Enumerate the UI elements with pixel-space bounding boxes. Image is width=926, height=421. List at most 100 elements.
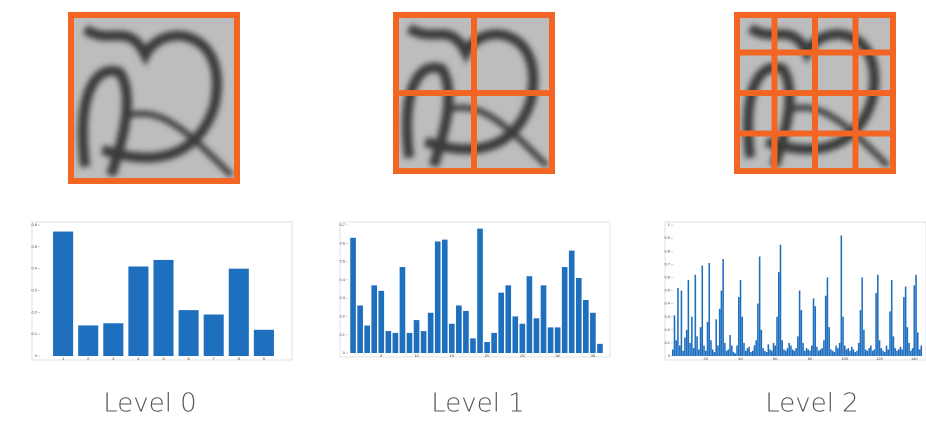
bar xyxy=(811,346,813,356)
bar xyxy=(754,346,756,356)
y-tick-label: 0.5 xyxy=(339,259,345,264)
bar xyxy=(103,323,123,356)
bar xyxy=(780,245,782,356)
bar xyxy=(689,343,691,356)
bar xyxy=(590,313,596,353)
bar xyxy=(844,346,846,356)
bar xyxy=(707,322,709,356)
bar xyxy=(672,349,674,356)
bar xyxy=(721,291,723,357)
bar xyxy=(856,351,858,356)
bar xyxy=(778,272,780,356)
bar xyxy=(863,330,865,356)
bar xyxy=(799,291,801,357)
bar xyxy=(774,346,776,356)
bar xyxy=(179,310,199,356)
bar xyxy=(736,346,738,356)
plot-frame xyxy=(665,222,926,360)
bar xyxy=(773,343,775,356)
bar xyxy=(350,238,356,353)
bar xyxy=(790,346,792,356)
bar xyxy=(808,349,810,356)
bar xyxy=(695,275,697,356)
bar xyxy=(825,296,827,356)
bar xyxy=(917,332,919,356)
bar xyxy=(702,266,704,356)
bar xyxy=(915,275,917,356)
bar xyxy=(804,351,806,356)
bar xyxy=(421,331,427,353)
bar xyxy=(781,340,783,356)
bar xyxy=(512,316,518,353)
bar xyxy=(597,344,603,353)
bar xyxy=(776,317,778,356)
bar xyxy=(764,351,766,356)
bar xyxy=(562,267,568,353)
bar xyxy=(583,300,589,353)
x-tick-label: 30 xyxy=(555,353,560,358)
bar xyxy=(682,351,684,356)
bar xyxy=(919,349,921,356)
bar xyxy=(677,288,679,356)
bar xyxy=(743,343,745,356)
bar xyxy=(771,351,773,356)
x-tick-label: 20 xyxy=(704,356,709,361)
bar xyxy=(801,310,803,356)
bar xyxy=(858,343,860,356)
bar xyxy=(867,351,869,356)
bar xyxy=(204,315,224,356)
bar xyxy=(722,259,724,356)
bar xyxy=(719,309,721,356)
bar xyxy=(785,351,787,356)
y-tick-label: 0.4 xyxy=(664,301,670,306)
bar xyxy=(894,348,896,356)
bar xyxy=(724,343,726,356)
bar xyxy=(442,240,448,353)
x-tick-label: 60 xyxy=(773,356,778,361)
y-tick-label: 0.1 xyxy=(339,332,345,337)
bar xyxy=(731,346,733,356)
bar xyxy=(762,348,764,356)
y-tick-label: 0.6 xyxy=(31,222,37,227)
bar xyxy=(696,336,698,356)
bar xyxy=(449,324,455,353)
bar xyxy=(847,348,849,356)
bar xyxy=(541,285,547,353)
bar xyxy=(757,304,759,356)
bar xyxy=(821,348,823,356)
bar xyxy=(726,351,728,356)
y-tick-label: 0.5 xyxy=(664,288,670,293)
bar xyxy=(498,293,504,353)
y-tick-label: 0.9 xyxy=(664,235,670,240)
x-tick-label: 25 xyxy=(520,353,525,358)
bar xyxy=(879,340,881,356)
bar xyxy=(752,351,754,356)
bar xyxy=(914,285,916,356)
bar xyxy=(861,277,863,356)
bar xyxy=(900,347,902,356)
bar xyxy=(912,348,914,356)
bar xyxy=(735,353,737,356)
bar xyxy=(686,330,688,356)
bar xyxy=(875,293,877,356)
bar xyxy=(792,349,794,356)
bar xyxy=(710,340,712,356)
y-tick-label: 0.3 xyxy=(664,314,670,319)
level-caption: Level 2 xyxy=(765,389,858,419)
bar xyxy=(795,348,797,356)
bar xyxy=(688,280,690,356)
bar xyxy=(813,298,815,356)
bar xyxy=(841,235,843,356)
bar xyxy=(700,327,702,356)
bar xyxy=(832,351,834,356)
bar xyxy=(520,324,526,353)
y-tick-label: 0.8 xyxy=(664,248,670,253)
bar xyxy=(378,291,384,353)
bar xyxy=(254,330,274,356)
x-tick-label: 80 xyxy=(808,356,813,361)
bar xyxy=(435,241,441,353)
bar xyxy=(834,352,836,356)
bar xyxy=(896,351,898,356)
bar xyxy=(889,311,891,356)
y-tick-label: 0.4 xyxy=(339,277,345,282)
